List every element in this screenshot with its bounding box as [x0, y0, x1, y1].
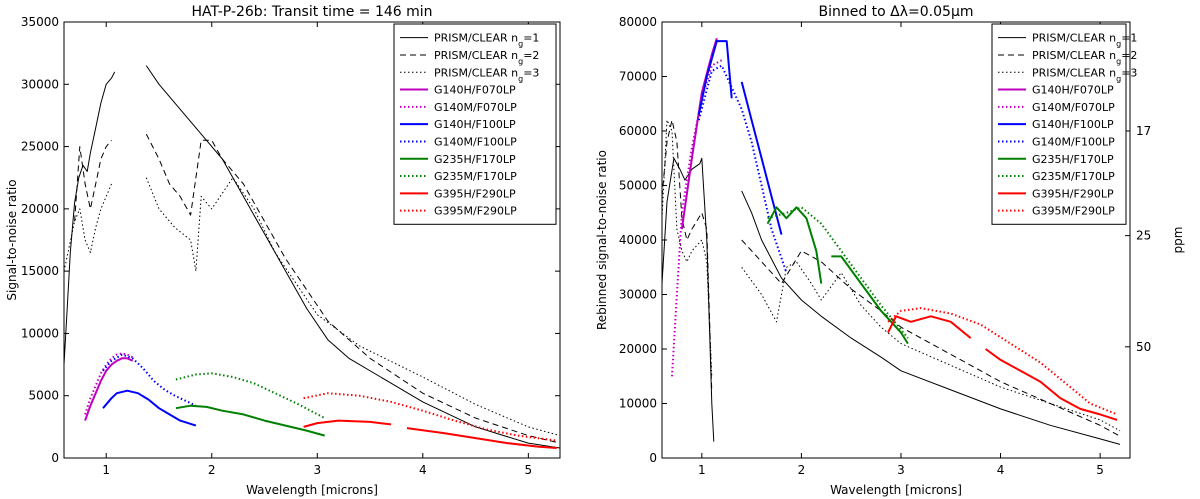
- y2-tick-label: 25: [1136, 229, 1151, 243]
- x-tick-label: 1: [698, 463, 706, 477]
- legend-entry: G395H/F290LP: [1032, 187, 1114, 200]
- series-line-0-segment-0: [662, 157, 715, 442]
- y-tick-label: 20000: [619, 342, 657, 356]
- series-line-8-segment-0: [175, 372, 326, 419]
- legend-entry: G140H/F070LP: [434, 84, 516, 97]
- x-tick-label: 5: [525, 463, 533, 477]
- series-line-10-segment-0: [887, 307, 1118, 416]
- series-line-1-segment-1: [145, 133, 560, 444]
- y-tick-label: 80000: [619, 15, 657, 29]
- legend-entry: G140H/F100LP: [434, 118, 516, 131]
- legend-entry: G395M/F290LP: [1032, 205, 1115, 218]
- series-line-5-segment-0: [697, 40, 733, 115]
- series-line-2-segment-1: [741, 261, 1121, 432]
- series-line-2-segment-0: [662, 119, 713, 377]
- y-tick-label: 5000: [28, 389, 59, 403]
- series-line-9-segment-1: [985, 348, 1118, 421]
- series-line-9-segment-0: [887, 315, 972, 339]
- y2-tick-label: 17: [1136, 124, 1151, 138]
- series-line-1-segment-1: [741, 239, 1121, 437]
- legend-entry: PRISM/CLEAR ng=2: [1032, 49, 1137, 65]
- y-axis-label: Rebinned signal-to-noise ratio: [595, 150, 609, 330]
- legend-entry: G140H/F070LP: [1032, 84, 1114, 97]
- legend-entry: G140M/F070LP: [1032, 101, 1115, 114]
- y-tick-label: 40000: [619, 233, 657, 247]
- y-tick-label: 10000: [21, 326, 59, 340]
- x-tick-label: 4: [997, 463, 1005, 477]
- chart-title: HAT-P-26b: Transit time = 146 min: [191, 4, 432, 20]
- y-tick-label: 25000: [21, 140, 59, 154]
- y-tick-label: 70000: [619, 70, 657, 84]
- legend-entry: G140H/F100LP: [1032, 118, 1114, 131]
- y2-axis-label: ppm: [1171, 227, 1185, 254]
- series-line-7-segment-0: [766, 206, 823, 284]
- legend-entry: G235H/F170LP: [1032, 153, 1114, 166]
- series-line-3-segment-0: [84, 357, 134, 421]
- legend-entry: PRISM/CLEAR ng=1: [1032, 32, 1137, 49]
- y-tick-label: 0: [649, 451, 657, 465]
- series-line-5-segment-1: [740, 81, 783, 235]
- y-tick-label: 35000: [21, 15, 59, 29]
- chart-title: Binned to Δλ=0.05µm: [818, 4, 973, 20]
- legend-entry: G140M/F100LP: [1032, 135, 1115, 148]
- y-tick-label: 10000: [619, 397, 657, 411]
- series-line-9-segment-0: [303, 419, 392, 428]
- series-line-2-segment-1: [145, 177, 560, 437]
- y-tick-label: 50000: [619, 179, 657, 193]
- right-panel-rebinned-snr: 1 2 3 4 501000020000300004000050000600007000…: [595, 4, 1185, 497]
- series-line-4-segment-0: [671, 59, 723, 377]
- x-axis-label: Wavelength [microns]: [246, 483, 378, 497]
- legend-entry: PRISM/CLEAR ng=3: [434, 66, 539, 83]
- series-line-9-segment-1: [406, 427, 557, 449]
- x-axis-label: Wavelength [microns]: [830, 483, 962, 497]
- left-panel-snr: 1 2 3 4 5 0 5000 10000 15000 20000 25000 30000 35000…: [5, 4, 561, 497]
- x-tick-label: 2: [798, 463, 806, 477]
- legend-entry: G140M/F070LP: [434, 101, 517, 114]
- series-line-6-segment-0: [102, 353, 197, 407]
- series-line-7-segment-1: [831, 255, 909, 345]
- x-tick-label: 2: [208, 463, 216, 477]
- x-tick-label: 3: [897, 463, 905, 477]
- plot-frame: [63, 21, 561, 459]
- series-line-8-segment-0: [767, 206, 909, 339]
- series-line-1-segment-0: [74, 139, 112, 222]
- x-tick-label: 4: [419, 463, 427, 477]
- y-tick-label: 60000: [619, 124, 657, 138]
- series-line-1-segment-0: [662, 119, 713, 393]
- y-tick-label: 30000: [21, 77, 59, 91]
- series-line-0-segment-1: [741, 190, 1121, 445]
- legend-entry: G395H/F290LP: [434, 187, 516, 200]
- legend-entry: G395M/F290LP: [434, 205, 517, 218]
- series-group: [662, 38, 1121, 445]
- y-tick-label: 15000: [21, 264, 59, 278]
- y-axis-label: Signal-to-noise ratio: [5, 179, 19, 300]
- series-line-0-segment-1: [145, 65, 560, 449]
- series-line-5-segment-0: [102, 389, 197, 427]
- series-line-2-segment-0: [64, 183, 112, 272]
- legend-entry: PRISM/CLEAR ng=1: [434, 32, 539, 49]
- x-tick-label: 3: [313, 463, 321, 477]
- legend-entry: PRISM/CLEAR ng=2: [434, 49, 539, 65]
- legend-entry: G140M/F100LP: [434, 135, 517, 148]
- series-line-7-segment-0: [175, 404, 325, 437]
- x-tick-label: 1: [102, 463, 110, 477]
- legend-entry: G235M/F170LP: [434, 170, 517, 183]
- legend-entry: G235M/F170LP: [1032, 170, 1115, 183]
- series-line-4-segment-0: [84, 352, 134, 415]
- series-line-0-segment-0: [64, 71, 116, 365]
- y2-tick-label: 50: [1136, 340, 1151, 354]
- x-tick-label: 5: [1096, 463, 1104, 477]
- y-tick-label: 20000: [21, 202, 59, 216]
- y-tick-label: 0: [51, 451, 59, 465]
- legend-entry: PRISM/CLEAR ng=3: [1032, 66, 1137, 83]
- legend-entry: G235H/F170LP: [434, 153, 516, 166]
- series-group: [64, 65, 560, 449]
- y-tick-label: 30000: [619, 288, 657, 302]
- series-line-10-segment-0: [303, 392, 557, 442]
